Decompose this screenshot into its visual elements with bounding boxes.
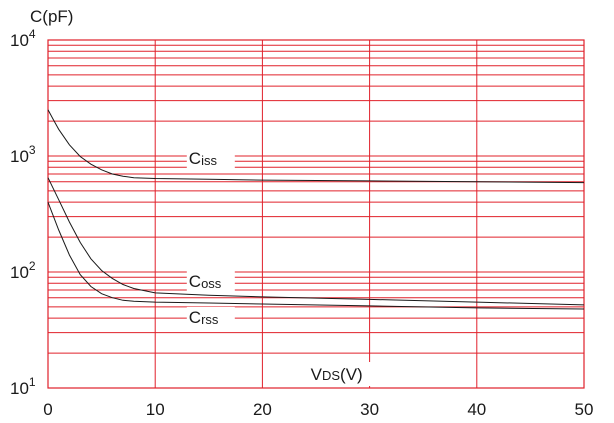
x-axis-label-subscript: DS [322, 368, 340, 383]
x-tick-label: 10 [146, 400, 165, 419]
series-line-ciss [47, 109, 585, 184]
x-axis-label-unit: (V) [340, 365, 363, 384]
series-label-bg [186, 148, 235, 169]
x-tick-label: 30 [360, 400, 379, 419]
labels: C(pF) VDS(V) Ciss Coss Crss [30, 7, 399, 386]
series-label-crss: Crss [189, 308, 219, 327]
curves [47, 109, 585, 310]
series-label-bg [186, 306, 235, 327]
x-tick-label: 20 [253, 400, 272, 419]
x-tick-label: 40 [467, 400, 486, 419]
y-tick-label: 101 [10, 375, 36, 398]
y-axis-label: C(pF) [30, 7, 73, 26]
y-tick-label: 103 [10, 143, 36, 166]
y-tick-label: 104 [10, 27, 36, 50]
x-axis-label-bg [306, 362, 399, 386]
tick-labels: 0 10 20 30 40 50 101 102 103 104 [10, 27, 593, 419]
series-label-ciss: Ciss [189, 149, 218, 168]
x-axis-label-main: V [311, 365, 323, 384]
series-line-crss [47, 202, 585, 310]
series-line-coss [47, 177, 585, 306]
series-label-bg [186, 270, 235, 291]
x-tick-label: 0 [43, 400, 52, 419]
y-tick-label: 102 [10, 259, 36, 282]
plot-frame [47, 39, 585, 389]
x-axis-label: VDS(V) [311, 365, 363, 384]
series-label-coss: Coss [189, 272, 222, 291]
grid [47, 39, 585, 389]
x-tick-label: 50 [575, 400, 594, 419]
